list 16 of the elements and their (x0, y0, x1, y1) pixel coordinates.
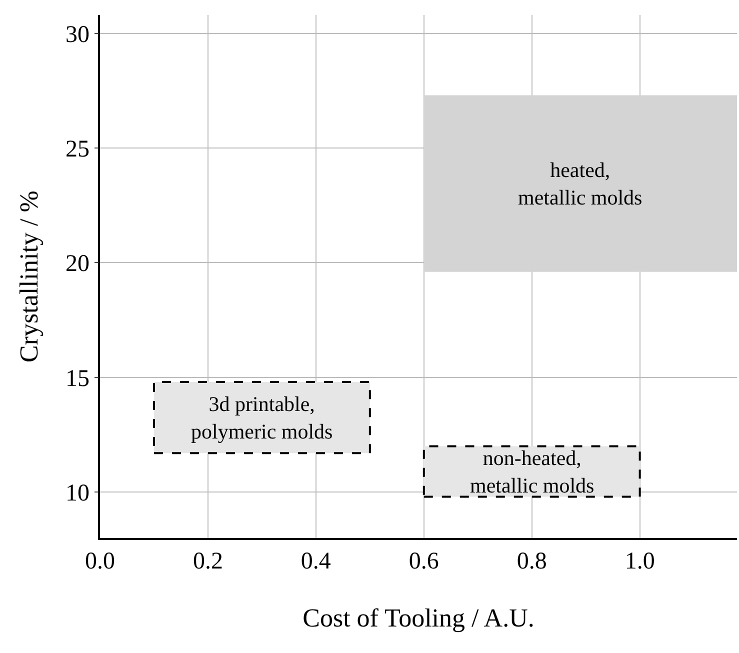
x-axis-title: Cost of Tooling / A.U. (302, 604, 534, 633)
x-tick-label: 0.0 (85, 548, 115, 575)
x-tick-label: 0.6 (408, 548, 439, 575)
x-tick-label: 0.4 (300, 548, 331, 575)
y-tick-label: 15 (65, 366, 90, 392)
x-tick-label: 0.8 (516, 548, 547, 575)
y-tick-label: 20 (65, 251, 90, 278)
annotation: 3d printable, polymeric molds (191, 392, 333, 444)
y-tick-label: 30 (65, 22, 90, 48)
x-tick-label: 1.0 (624, 548, 655, 575)
annotation: heated, metallic molds (518, 158, 642, 210)
y-tick-label: 25 (65, 136, 90, 162)
x-tick-label: 0.2 (192, 548, 223, 575)
y-tick-label: 10 (65, 480, 90, 507)
annotation: non-heated, metallic molds (470, 446, 594, 498)
y-axis-title: Crystallinity / % (14, 190, 44, 362)
